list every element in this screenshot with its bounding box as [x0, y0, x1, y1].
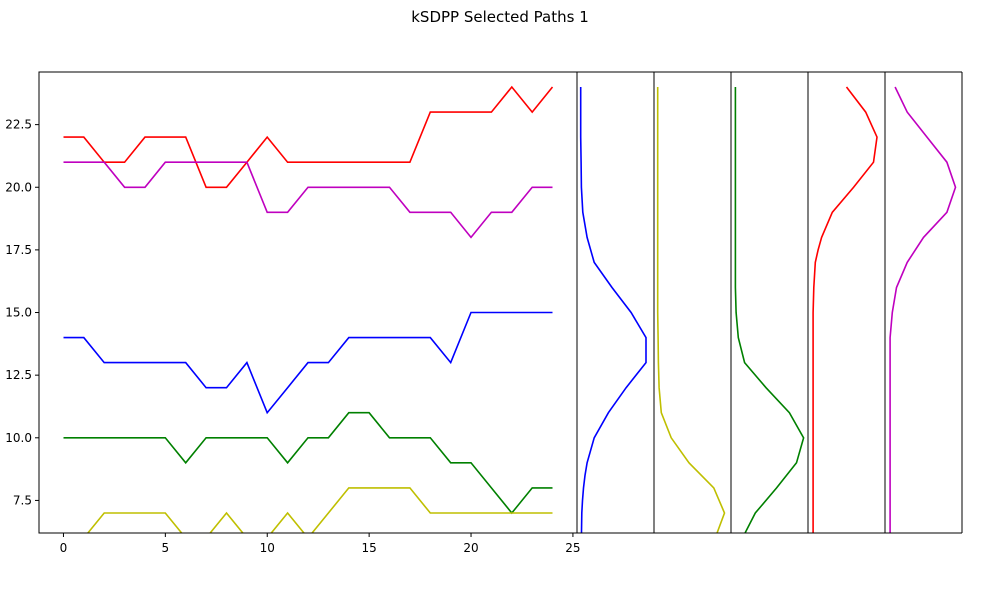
y-tick-label: 15.0	[5, 306, 32, 320]
main-plot-area: 0 5 10 15 20 25 7.5 10.0 12.5 15.0 17.5 20.0 22.5	[5, 71, 581, 555]
series-line-4	[63, 411, 553, 515]
marginal-density-curve-2	[656, 87, 726, 533]
y-tick-label: 10.0	[5, 431, 32, 445]
marginal-density-curve-1	[579, 87, 647, 533]
x-tick-label: 0	[60, 541, 68, 555]
marginal-density-curve-4	[812, 86, 878, 533]
x-tick-label: 10	[260, 541, 275, 555]
y-tick-label: 17.5	[5, 243, 32, 257]
marginal-density-curve-3	[734, 87, 805, 533]
x-tick-label: 5	[162, 541, 170, 555]
x-tick-label: 20	[463, 541, 478, 555]
main-axes-frame	[38, 71, 578, 534]
marginal-panel-3	[730, 72, 805, 533]
series-line-3	[63, 311, 553, 415]
y-tick-label: 12.5	[5, 368, 32, 382]
series-line-1	[63, 85, 554, 189]
y-tick-label: 7.5	[13, 493, 32, 507]
x-tick-label: 15	[361, 541, 376, 555]
marginal-panel-5	[884, 72, 957, 533]
y-tick-label: 20.0	[5, 180, 32, 194]
x-tick-label: 25	[565, 541, 580, 555]
marginal-density-curve-5	[889, 86, 957, 533]
marginal-panels	[576, 71, 963, 534]
series-line-2	[63, 161, 553, 239]
marginal-panel-1	[576, 72, 647, 533]
marginal-panel-2	[653, 72, 726, 533]
series-line-5	[86, 487, 553, 533]
marginal-panel-4	[807, 72, 878, 533]
y-tick-label: 22.5	[5, 118, 32, 132]
chart-title: kSDPP Selected Paths 1	[411, 8, 589, 26]
